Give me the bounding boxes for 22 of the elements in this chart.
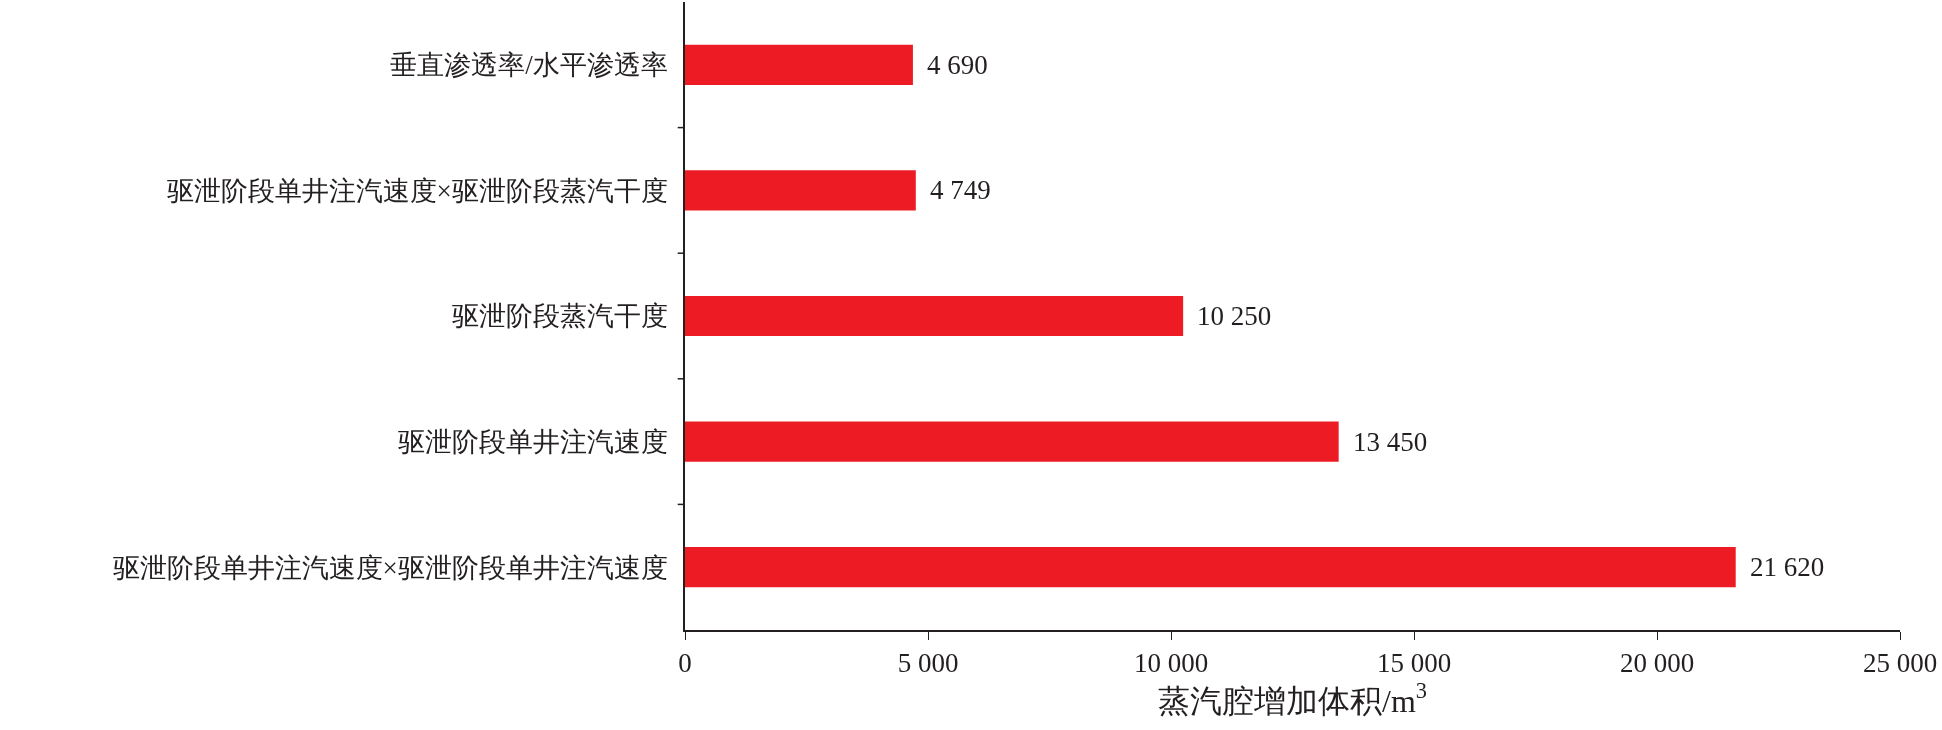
bar (685, 44, 913, 85)
bar (685, 170, 916, 211)
x-tick-label: 5 000 (897, 648, 959, 679)
x-tick-label: 25 000 (1862, 648, 1938, 679)
bar (685, 547, 1736, 588)
bar (685, 295, 1184, 337)
data-label: 4 749 (930, 175, 991, 205)
y-tick-label: 驱泄阶段单井注汽速度 (397, 427, 668, 458)
data-label: 13 450 (1353, 427, 1428, 457)
x-tick-label: 0 (678, 648, 692, 679)
data-label: 21 620 (1750, 552, 1825, 582)
data-label: 10 250 (1197, 301, 1272, 331)
x-axis-title: 蒸汽腔增加体积/m$^{3}$ (1158, 678, 1427, 719)
x-tick-label: 15 000 (1376, 648, 1452, 679)
x-tick-label: 10 000 (1133, 648, 1209, 679)
y-tick-label: 驱泄阶段单井注汽速度×驱泄阶段蒸汽干度 (166, 175, 668, 206)
data-label: 4 690 (927, 50, 988, 80)
y-tick-label: 驱泄阶段单井注汽速度×驱泄阶段单井注汽速度 (112, 552, 668, 583)
bar (685, 421, 1339, 462)
x-tick-label: 20 000 (1619, 648, 1695, 679)
y-tick-label: 垂直渗透率/水平渗透率 (390, 50, 668, 81)
y-tick-label: 驱泄阶段蒸汽干度 (451, 301, 668, 332)
